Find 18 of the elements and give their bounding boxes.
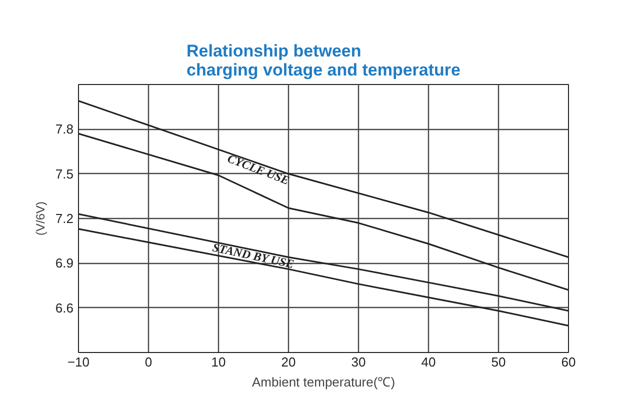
x-tick-label: 10	[211, 354, 226, 370]
y-tick-label: 7.5	[55, 166, 74, 182]
y-tick-label: 6.6	[55, 300, 74, 316]
annotation: CYCLE USE	[226, 151, 292, 188]
x-tick-label: 20	[281, 354, 296, 370]
annotation: STAND BY USE	[211, 240, 296, 272]
x-tick-label: 60	[561, 354, 576, 370]
x-tick-label: 0	[144, 354, 152, 370]
y-tick-label: 7.2	[55, 211, 74, 226]
x-axis-title: Ambient temperature(℃)	[252, 374, 396, 390]
x-tick-label: 50	[491, 354, 506, 370]
x-tick-label: −10	[67, 354, 90, 370]
chart-title: Relationship between charging voltage and temperature	[186, 42, 460, 80]
y-axis-title: (V/6V)	[33, 201, 48, 236]
y-tick-label: 7.8	[55, 122, 74, 137]
y-tick-label: 6.9	[55, 256, 74, 271]
x-tick-label: 30	[351, 354, 366, 370]
x-tick-label: 40	[421, 354, 436, 370]
